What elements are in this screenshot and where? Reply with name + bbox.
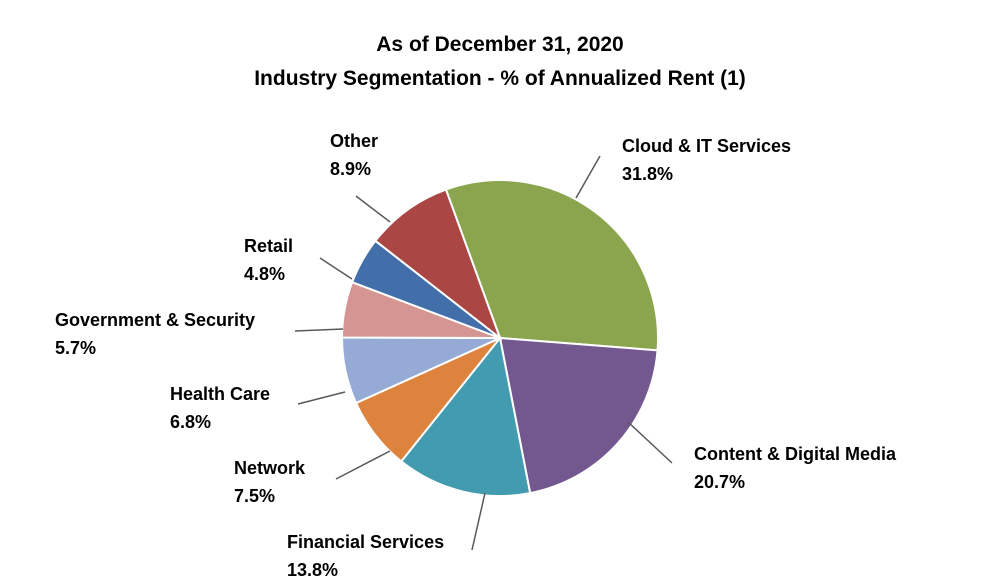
slice-label-retail: Retail: [244, 236, 293, 256]
pie-slice-content-digital-media: [498, 336, 659, 495]
leader-line-network: [335, 450, 391, 480]
leader-line-government-security: [294, 328, 344, 332]
slice-value-label-cloud-it-services: 31.8%: [622, 164, 673, 184]
slice-value-label-retail: 4.8%: [244, 264, 285, 284]
pie-slice-other: [374, 188, 503, 341]
leader-line-content-digital-media: [627, 421, 673, 464]
slice-value-label-health-care: 6.8%: [170, 412, 211, 432]
slice-value-label-network: 7.5%: [234, 486, 275, 506]
leader-line-other: [355, 195, 391, 223]
leader-line-financial-services: [471, 492, 486, 551]
slice-value-label-other: 8.9%: [330, 159, 371, 179]
leader-line-cloud-it-services: [575, 155, 601, 199]
slice-label-other: Other: [330, 131, 378, 151]
slice-value-label-government-security: 5.7%: [55, 338, 96, 358]
slice-label-network: Network: [234, 458, 306, 478]
leader-line-health-care: [297, 391, 346, 405]
chart-title-block: As of December 31, 2020 Industry Segment…: [0, 28, 1000, 96]
slice-label-health-care: Health Care: [170, 384, 270, 404]
slice-label-government-security: Government & Security: [55, 310, 255, 330]
chart-title: As of December 31, 2020: [376, 33, 624, 56]
slice-label-content-digital-media: Content & Digital Media: [694, 444, 897, 464]
slice-value-label-content-digital-media: 20.7%: [694, 472, 745, 492]
slice-value-label-financial-services: 13.8%: [287, 560, 338, 580]
pie-slice-cloud-it-services: [444, 179, 659, 352]
slice-label-financial-services: Financial Services: [287, 532, 444, 552]
pie-slice-financial-services: [399, 335, 532, 497]
slice-label-cloud-it-services: Cloud & IT Services: [622, 136, 791, 156]
leader-line-retail: [319, 257, 353, 280]
chart-subtitle: Industry Segmentation - % of Annualized …: [254, 67, 746, 90]
